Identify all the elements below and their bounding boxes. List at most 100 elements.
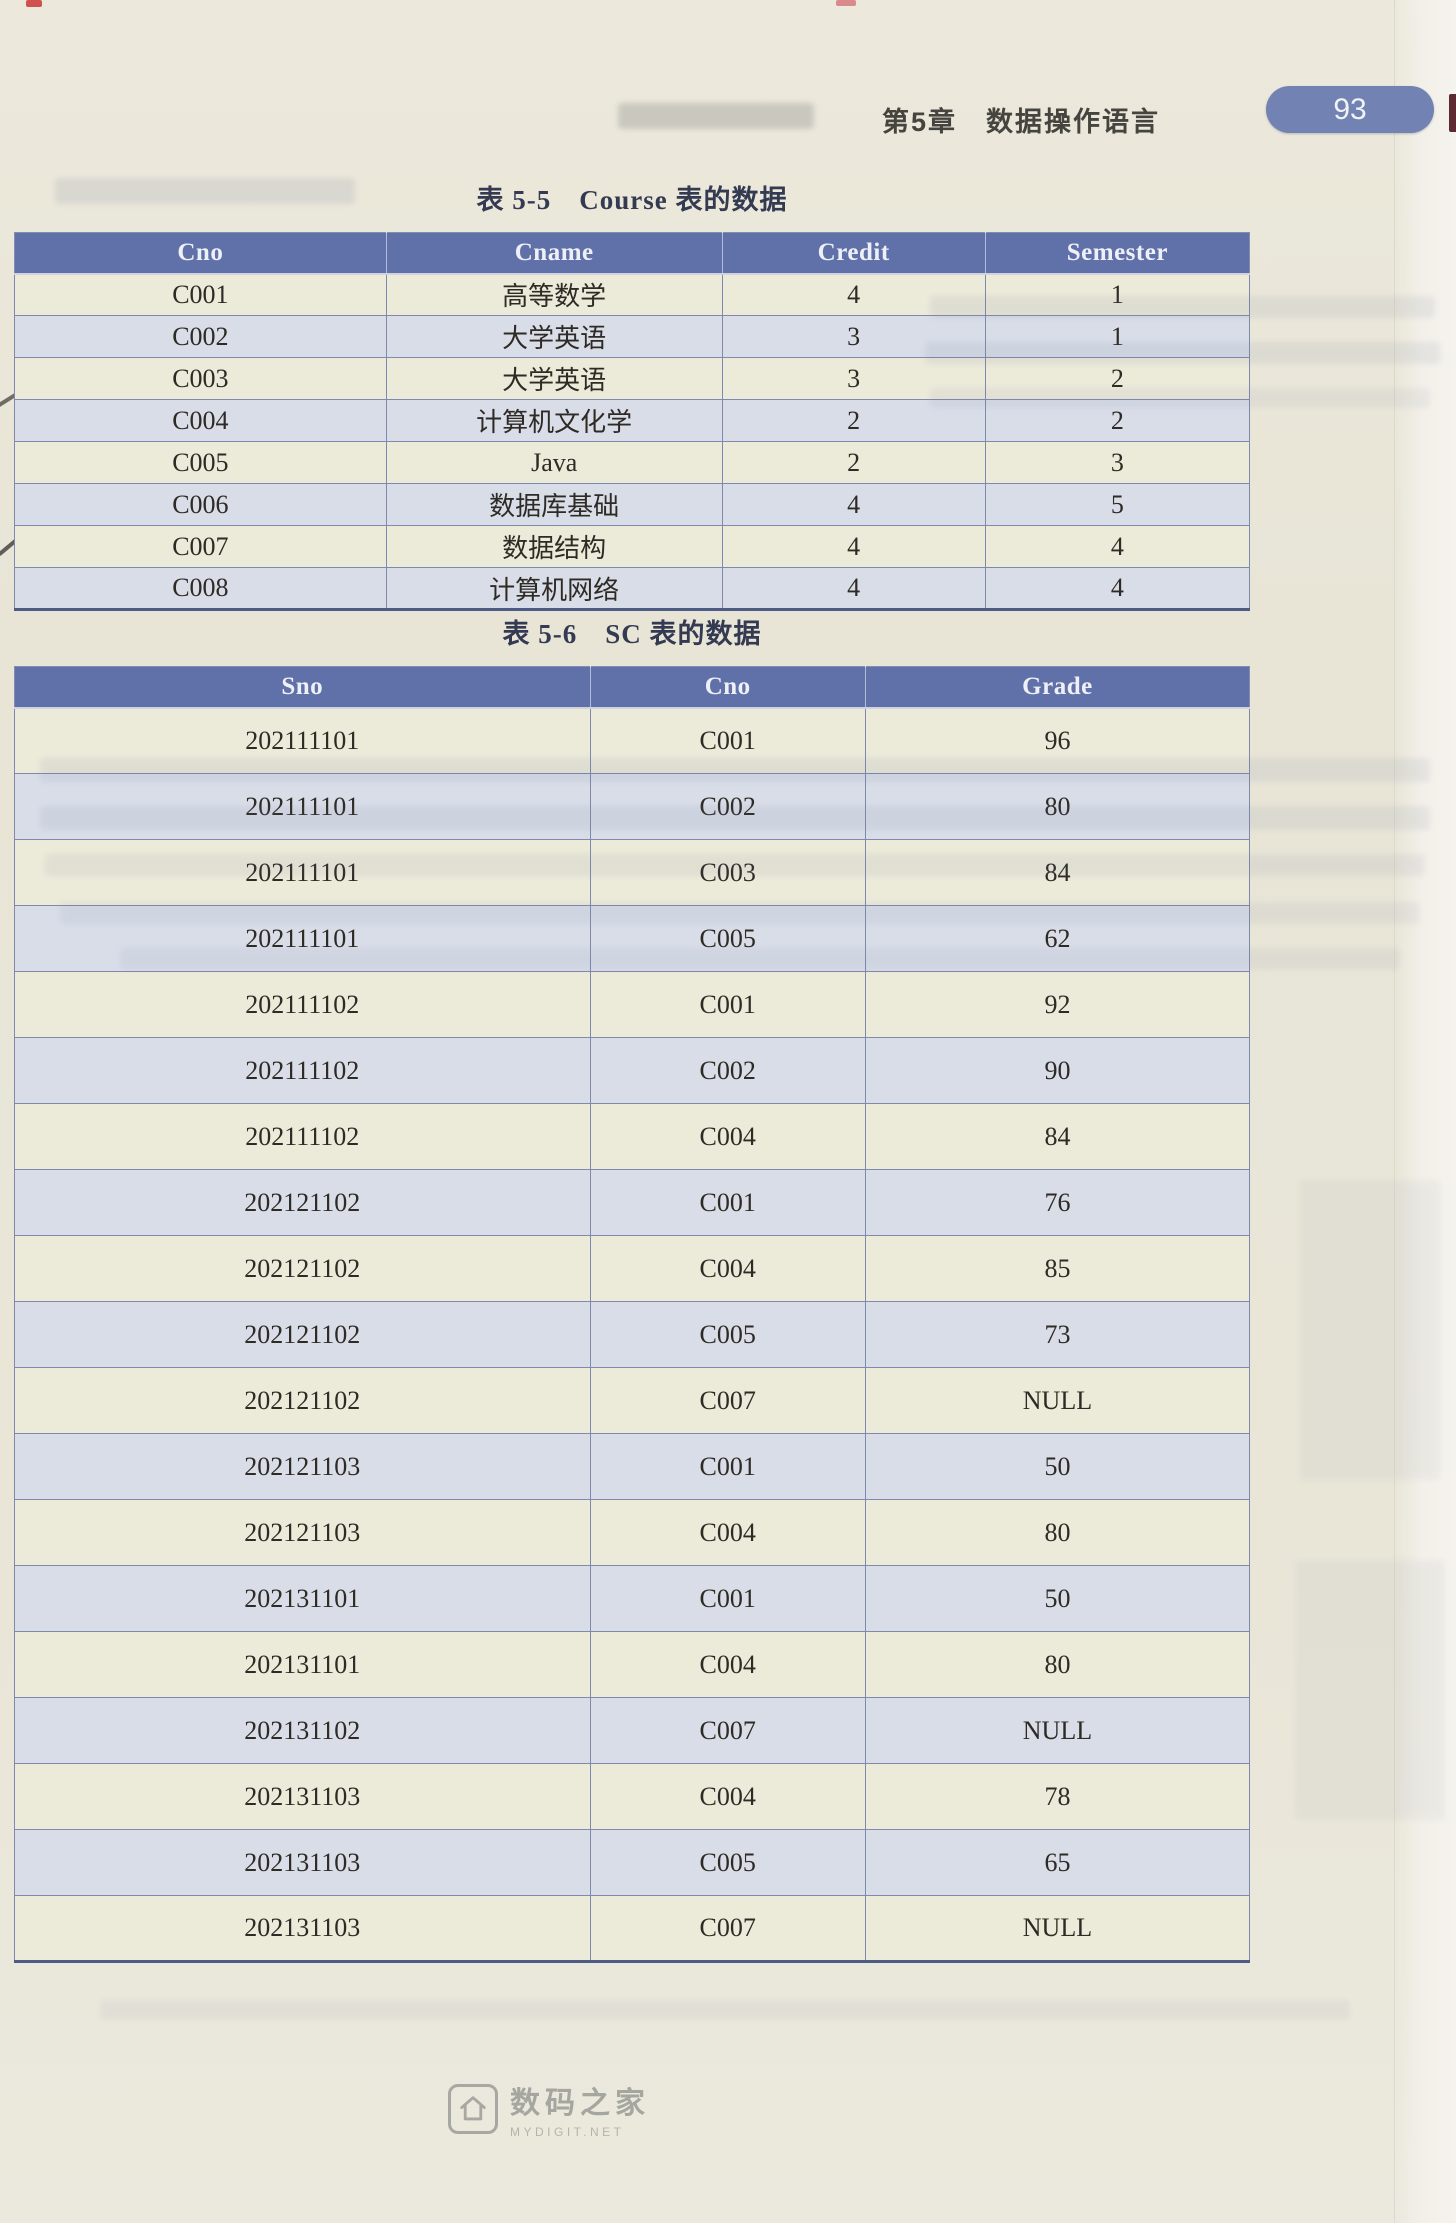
table-cell: C004 xyxy=(589,1103,866,1170)
table-cell: C002 xyxy=(589,1037,866,1104)
chapter-title: 第5章 数据操作语言 xyxy=(881,107,1160,137)
table-cell: 1 xyxy=(984,273,1251,316)
table-cell: 1 xyxy=(984,315,1251,358)
page-edge xyxy=(1394,0,1456,2223)
table-cell: 4 xyxy=(721,525,986,568)
table-cell: 202131102 xyxy=(14,1697,591,1764)
column-header: Cno xyxy=(14,232,387,275)
table-cell: 2 xyxy=(721,399,986,442)
table-cell: 202131101 xyxy=(14,1565,591,1632)
sc-table: Sno Cno Grade 202111101 C001 96 202111101 C002… xyxy=(14,666,1251,1963)
column-header: Credit xyxy=(721,232,986,275)
table-row: C001 高等数学 4 1 xyxy=(14,273,1251,316)
table-cell: 84 xyxy=(864,839,1251,906)
table-cell: 计算机网络 xyxy=(385,567,723,610)
bleed-through-artifact xyxy=(618,103,814,129)
site-watermark: 数码之家 MYDIGIT.NET xyxy=(448,2078,650,2139)
scan-artifact xyxy=(836,0,856,6)
table-cell: 202111101 xyxy=(14,905,591,972)
column-header: Semester xyxy=(984,232,1250,275)
bleed-through-artifact xyxy=(100,2000,1350,2020)
table-row: 202111101 C003 84 xyxy=(14,839,1251,906)
table-row: 202131101 C001 50 xyxy=(14,1565,1251,1632)
table-cell: C001 xyxy=(589,971,866,1038)
table-cell: 大学英语 xyxy=(385,315,723,358)
table-cell: C001 xyxy=(14,273,387,316)
table-row: 202131103 C005 65 xyxy=(14,1829,1251,1896)
table-cell: C004 xyxy=(589,1235,866,1302)
scan-artifact xyxy=(26,0,42,7)
watermark-text: 数码之家 MYDIGIT.NET xyxy=(510,2078,650,2139)
table-cell: C005 xyxy=(589,905,866,972)
table-row: 202111102 C001 92 xyxy=(14,971,1251,1038)
sc-table-body: 202111101 C001 96 202111101 C002 80 202111101 C… xyxy=(14,707,1251,1962)
table-cell: 92 xyxy=(864,971,1251,1038)
watermark-title: 数码之家 xyxy=(510,2087,650,2120)
table-cell: C006 xyxy=(14,483,387,526)
table-row: 202111102 C004 84 xyxy=(14,1103,1251,1170)
table-row: C004 计算机文化学 2 2 xyxy=(14,399,1251,442)
table-cell: 202121102 xyxy=(14,1235,591,1302)
table-cell: 90 xyxy=(864,1037,1251,1104)
table-cell: NULL xyxy=(864,1895,1251,1962)
table-row: C007 数据结构 4 4 xyxy=(14,525,1251,568)
course-table-caption: 表 5-5 Course 表的数据 xyxy=(14,178,1250,217)
page-number-badge: 93 xyxy=(1266,86,1434,133)
table-cell: C004 xyxy=(589,1499,866,1566)
table-row: C006 数据库基础 4 5 xyxy=(14,483,1251,526)
table-cell: 50 xyxy=(864,1433,1251,1500)
sc-table-header: Sno Cno Grade xyxy=(14,666,1250,709)
table-cell: 202131103 xyxy=(14,1763,591,1830)
table-cell: 2 xyxy=(984,399,1251,442)
course-table-section: 表 5-5 Course 表的数据 Cno Cname Credit Semester … xyxy=(14,178,1251,611)
table-row: 202121102 C005 73 xyxy=(14,1301,1251,1368)
table-cell: 3 xyxy=(721,357,986,400)
table-cell: NULL xyxy=(864,1367,1251,1434)
caption-label: 表 5-6 xyxy=(502,619,578,649)
table-row: 202121103 C001 50 xyxy=(14,1433,1251,1500)
table-cell: 80 xyxy=(864,1631,1251,1698)
table-cell: 202111101 xyxy=(14,773,591,840)
table-row: C002 大学英语 3 1 xyxy=(14,315,1251,358)
table-cell: C005 xyxy=(589,1829,866,1896)
page-number: 93 xyxy=(1333,92,1367,126)
table-cell: 数据结构 xyxy=(385,525,723,568)
table-row: 202131103 C004 78 xyxy=(14,1763,1251,1830)
table-cell: 202131101 xyxy=(14,1631,591,1698)
table-cell: Java xyxy=(385,441,723,484)
table-cell: 4 xyxy=(721,273,986,316)
table-cell: 4 xyxy=(984,567,1251,610)
table-row: 202111101 C005 62 xyxy=(14,905,1251,972)
table-cell: 78 xyxy=(864,1763,1251,1830)
table-row: C003 大学英语 3 2 xyxy=(14,357,1251,400)
scan-artifact xyxy=(1449,94,1456,132)
table-row: 202111101 C001 96 xyxy=(14,707,1251,774)
table-row: 202121102 C007 NULL xyxy=(14,1367,1251,1434)
table-cell: C007 xyxy=(589,1697,866,1764)
table-row: 202111101 C002 80 xyxy=(14,773,1251,840)
course-table-body: C001 高等数学 4 1 C002 大学英语 3 1 C003 大学英语 3 2 C004 计算机文化学… xyxy=(14,273,1251,610)
house-icon xyxy=(448,2083,498,2134)
caption-title: Course 表的数据 xyxy=(579,185,788,215)
table-cell: C001 xyxy=(589,1169,866,1236)
table-cell: C007 xyxy=(589,1367,866,1434)
table-cell: C004 xyxy=(589,1631,866,1698)
table-cell: 5 xyxy=(984,483,1251,526)
table-row: 202121103 C004 80 xyxy=(14,1499,1251,1566)
table-cell: C005 xyxy=(14,441,387,484)
table-cell: 数据库基础 xyxy=(385,483,723,526)
table-cell: 76 xyxy=(864,1169,1251,1236)
table-cell: 202121102 xyxy=(14,1301,591,1368)
table-cell: 65 xyxy=(864,1829,1251,1896)
table-cell: 80 xyxy=(864,773,1251,840)
course-table-header: Cno Cname Credit Semester xyxy=(14,232,1250,275)
table-row: 202121102 C001 76 xyxy=(14,1169,1251,1236)
column-header: Sno xyxy=(14,666,591,709)
header-row: Cno Cname Credit Semester xyxy=(14,232,1250,275)
table-cell: C005 xyxy=(589,1301,866,1368)
table-cell: 85 xyxy=(864,1235,1251,1302)
table-cell: C007 xyxy=(14,525,387,568)
table-cell: 4 xyxy=(984,525,1251,568)
table-cell: C001 xyxy=(589,1433,866,1500)
